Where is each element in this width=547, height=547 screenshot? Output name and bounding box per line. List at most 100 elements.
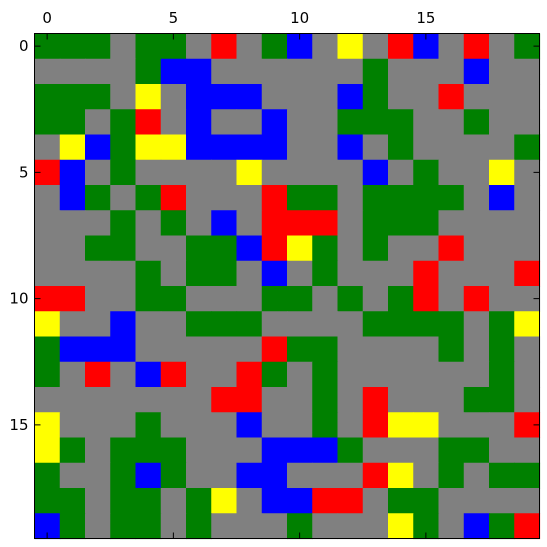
- cell-gray-r9-c12: [337, 260, 364, 287]
- cell-green-r14-c11: [312, 387, 339, 413]
- cell-green-r0-c9: [261, 33, 288, 60]
- cell-gray-r13-c1: [59, 361, 86, 388]
- cell-green-r10-c4: [135, 286, 162, 312]
- cell-gray-r11-c4: [135, 311, 162, 338]
- cell-red-r7-c11: [312, 210, 339, 237]
- cell-green-r18-c15: [413, 488, 440, 514]
- cell-blue-r12-c3: [110, 336, 137, 363]
- cell-gray-r1-c2: [85, 58, 111, 85]
- cell-yellow-r4-c4: [135, 134, 162, 161]
- cell-blue-r16-c11: [312, 437, 339, 464]
- cell-gray-r10-c11: [312, 286, 339, 312]
- cell-gray-r7-c0: [34, 210, 61, 237]
- cell-red-r0-c14: [388, 33, 414, 60]
- cell-gray-r0-c3: [110, 33, 137, 60]
- cell-gray-r13-c17: [463, 361, 490, 388]
- cell-gray-r9-c1: [59, 260, 86, 287]
- cell-green-r18-c14: [388, 488, 414, 514]
- cell-green-r7-c13: [362, 210, 389, 237]
- cell-gray-r4-c0: [34, 134, 61, 161]
- cell-gray-r1-c11: [312, 58, 339, 85]
- cell-blue-r2-c7: [211, 84, 238, 110]
- cell-yellow-r5-c18: [489, 159, 515, 186]
- cell-gray-r13-c15: [413, 361, 440, 388]
- cell-green-r19-c18: [489, 513, 515, 540]
- cell-gray-r13-c19: [514, 361, 541, 388]
- cell-gray-r16-c7: [211, 437, 238, 464]
- cell-blue-r9-c9: [261, 260, 288, 287]
- cell-yellow-r11-c19: [514, 311, 541, 338]
- cell-gray-r16-c8: [236, 437, 263, 464]
- cell-gray-r8-c5: [160, 235, 187, 262]
- cell-gray-r16-c6: [186, 437, 212, 464]
- cell-green-r17-c18: [489, 462, 515, 489]
- cell-gray-r1-c8: [236, 58, 263, 85]
- cell-gray-r3-c16: [438, 109, 465, 136]
- cell-gray-r13-c7: [211, 361, 238, 388]
- cell-gray-r2-c19: [514, 84, 541, 110]
- cell-gray-r13-c14: [388, 361, 414, 388]
- cell-gray-r7-c19: [514, 210, 541, 237]
- cell-gray-r4-c10: [287, 134, 313, 161]
- cell-gray-r18-c19: [514, 488, 541, 514]
- cell-gray-r18-c16: [438, 488, 465, 514]
- cell-gray-r8-c1: [59, 235, 86, 262]
- cell-gray-r4-c16: [438, 134, 465, 161]
- cell-green-r16-c4: [135, 437, 162, 464]
- cell-gray-r2-c15: [413, 84, 440, 110]
- cell-gray-r10-c8: [236, 286, 263, 312]
- cell-gray-r3-c15: [413, 109, 440, 136]
- cell-green-r2-c13: [362, 84, 389, 110]
- cell-gray-r17-c11: [312, 462, 339, 489]
- cell-gray-r5-c5: [160, 159, 187, 186]
- cell-gray-r2-c5: [160, 84, 187, 110]
- cell-green-r10-c5: [160, 286, 187, 312]
- cell-green-r2-c0: [34, 84, 61, 110]
- cell-gray-r14-c16: [438, 387, 465, 413]
- cell-green-r11-c7: [211, 311, 238, 338]
- cell-gray-r17-c12: [337, 462, 364, 489]
- cell-gray-r4-c13: [362, 134, 389, 161]
- cell-blue-r4-c12: [337, 134, 364, 161]
- cell-gray-r9-c5: [160, 260, 187, 287]
- cell-gray-r19-c12: [337, 513, 364, 540]
- cell-gray-r7-c1: [59, 210, 86, 237]
- cell-blue-r18-c9: [261, 488, 288, 514]
- cell-gray-r14-c1: [59, 387, 86, 413]
- cell-green-r16-c17: [463, 437, 490, 464]
- cell-gray-r10-c6: [186, 286, 212, 312]
- cell-blue-r5-c1: [59, 159, 86, 186]
- cell-red-r0-c7: [211, 33, 238, 60]
- cell-gray-r14-c4: [135, 387, 162, 413]
- cell-gray-r5-c7: [211, 159, 238, 186]
- cell-green-r11-c18: [489, 311, 515, 338]
- cell-gray-r9-c13: [362, 260, 389, 287]
- cell-green-r6-c10: [287, 185, 313, 211]
- cell-green-r10-c9: [261, 286, 288, 312]
- cell-green-r2-c2: [85, 84, 111, 110]
- cell-gray-r5-c6: [186, 159, 212, 186]
- cell-green-r18-c4: [135, 488, 162, 514]
- cell-yellow-r4-c5: [160, 134, 187, 161]
- cell-green-r12-c16: [438, 336, 465, 363]
- cell-gray-r15-c1: [59, 412, 86, 439]
- cell-gray-r13-c3: [110, 361, 137, 388]
- cell-green-r16-c5: [160, 437, 187, 464]
- cell-gray-r3-c7: [211, 109, 238, 136]
- cell-gray-r11-c11: [312, 311, 339, 338]
- cell-gray-r15-c10: [287, 412, 313, 439]
- cell-green-r0-c1: [59, 33, 86, 60]
- cell-gray-r8-c15: [413, 235, 440, 262]
- cell-green-r11-c15: [413, 311, 440, 338]
- x-tick-label: 15: [416, 9, 435, 27]
- cell-green-r15-c11: [312, 412, 339, 439]
- cell-gray-r5-c17: [463, 159, 490, 186]
- cell-gray-r7-c6: [186, 210, 212, 237]
- cell-blue-r1-c17: [463, 58, 490, 85]
- cell-gray-r12-c17: [463, 336, 490, 363]
- cell-green-r12-c0: [34, 336, 61, 363]
- cell-gray-r15-c17: [463, 412, 490, 439]
- cell-gray-r10-c18: [489, 286, 515, 312]
- cell-red-r15-c13: [362, 412, 389, 439]
